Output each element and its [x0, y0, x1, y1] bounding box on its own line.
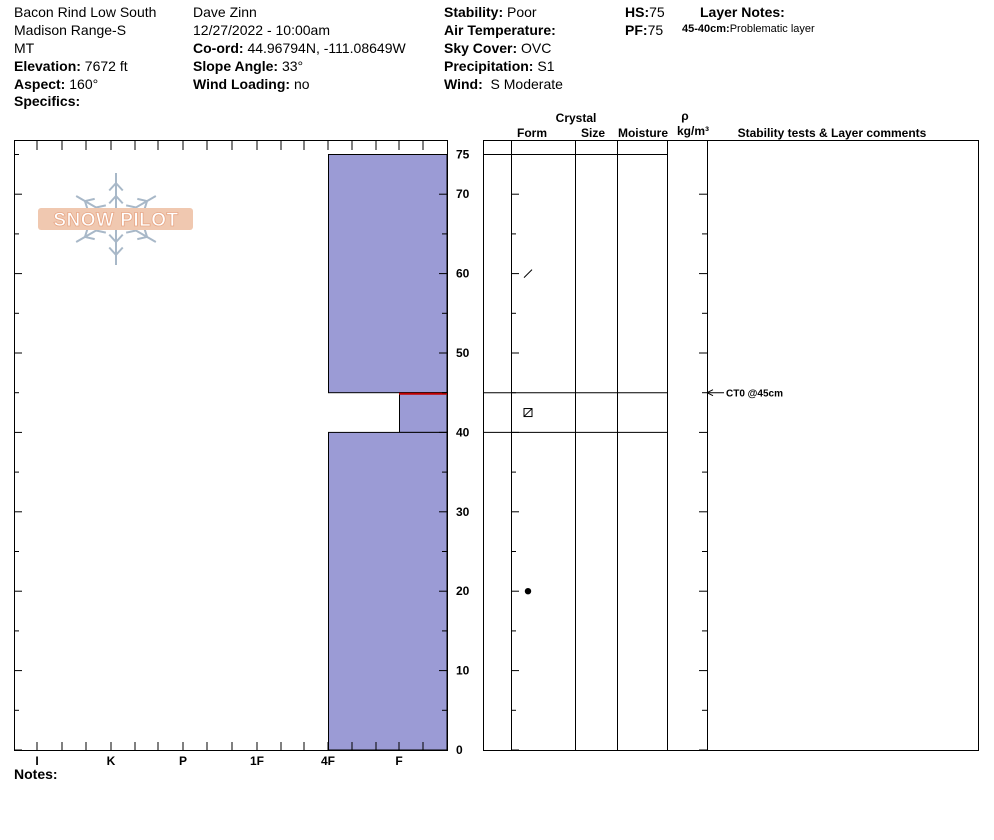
snowflake-branch: [108, 195, 117, 205]
sky-value: OVC: [521, 40, 552, 56]
layer-note-range: 45-40cm:: [682, 23, 730, 35]
layer-bar: [328, 154, 448, 394]
depth-label: 40: [456, 425, 470, 439]
hs-value: 75: [649, 4, 665, 20]
range: Madison Range-S: [14, 22, 127, 38]
hardness-label: F: [395, 754, 402, 768]
conditions-info: Stability: Poor Air Temperature: Sky Cov…: [444, 3, 563, 93]
sky-row: Sky Cover: OVC: [444, 40, 552, 56]
snowflake-branch: [95, 229, 107, 234]
pf-value: 75: [647, 22, 664, 38]
snowflake-branch: [125, 204, 137, 209]
depth-label: 20: [456, 584, 470, 598]
depth-label: 10: [456, 664, 470, 678]
snowflake-branch: [115, 246, 124, 256]
observer-info: Dave Zinn 12/27/2022 - 10:00am Co-ord: 4…: [193, 3, 406, 93]
hardness-label: K: [107, 754, 116, 768]
observation-datetime: 12/27/2022 - 10:00am: [193, 22, 330, 38]
layer-note: 45-40cm:Problematic layer: [682, 23, 815, 35]
hardness-label: P: [179, 754, 187, 768]
hardness-label: I: [35, 754, 38, 768]
layer-bar: [399, 392, 448, 433]
aspect-row: Aspect: 160°: [14, 76, 99, 92]
table-grid: [483, 140, 708, 751]
hs-row: HS:75: [625, 4, 665, 20]
layer-note-text: Problematic layer: [729, 23, 815, 35]
depth-axis-labels: 0 10 20 30 40 50 60 70 75: [456, 148, 470, 758]
stability-value: Poor: [507, 4, 537, 20]
rounded-symbol: [524, 588, 532, 595]
snowpilot-logo: SNOW PILOT: [38, 173, 193, 265]
crystal-header: Crystal: [556, 111, 597, 125]
elevation-value: 7672 ft: [84, 58, 128, 74]
state: MT: [14, 40, 35, 56]
elevation-row: Elevation: 7672 ft: [14, 58, 128, 74]
form-header: Form: [517, 126, 547, 140]
stability-tests: CT0 @45cm: [706, 389, 783, 400]
snowflake-branch: [84, 197, 95, 203]
depth-label: 30: [456, 505, 470, 519]
location: Bacon Rind Low South: [14, 4, 157, 20]
logo-band: [38, 208, 193, 230]
depth-label: 70: [456, 187, 470, 201]
precip-particle-symbol: [523, 269, 533, 278]
snowflake-branch: [108, 233, 117, 243]
specifics-label: Specifics:: [14, 93, 81, 109]
observer-name: Dave Zinn: [193, 4, 257, 20]
wind-loading-row: Wind Loading: no: [193, 76, 310, 92]
faceted-symbol-slash: [523, 408, 533, 417]
snowflake-branch: [84, 235, 95, 241]
slope-value: 33°: [281, 58, 304, 74]
coord-value: 44.96794N, -111.08649W: [247, 40, 406, 56]
precip-value: S1: [537, 58, 555, 74]
wind-loading-value: no: [293, 76, 310, 92]
grain-form-symbols: [523, 269, 533, 595]
table-frame: [483, 140, 979, 751]
snowflake-branch: [108, 246, 117, 256]
comments-header: Stability tests & Layer comments: [738, 126, 927, 140]
slope-row: Slope Angle: 33°: [193, 58, 304, 74]
pf-row: PF:75: [625, 22, 664, 38]
snowflake-branch: [115, 195, 124, 205]
density-symbol: ρ: [681, 109, 688, 123]
wind-row: Wind: S Moderate: [444, 76, 563, 92]
hardness-label: 1F: [250, 754, 264, 768]
test-arrow-head: [706, 389, 714, 397]
logo-text: SNOW PILOT: [53, 210, 178, 231]
aspect-value: 160°: [69, 76, 99, 92]
wind-value: S Moderate: [490, 76, 563, 92]
snowflake-branch: [115, 233, 124, 243]
snowflake-branch: [137, 235, 148, 241]
snowflake-branch: [108, 182, 117, 192]
depth-label: 60: [456, 267, 470, 281]
stability-row: Stability: Poor: [444, 4, 537, 20]
layer-bar: [328, 431, 448, 751]
hardness-axis-labels: I K P 1F 4F F: [35, 754, 402, 768]
layer-notes-title: Layer Notes:: [700, 4, 785, 20]
depth-info: HS:75 PF:75: [625, 3, 665, 39]
hardness-label: 4F: [321, 754, 335, 768]
size-header: Size: [581, 126, 605, 140]
snowflake-branch: [125, 229, 137, 234]
moisture-header: Moisture: [618, 126, 668, 140]
depth-label: 0: [456, 743, 463, 757]
air-temp-row: Air Temperature:: [444, 22, 556, 38]
precip-row: Precipitation: S1: [444, 58, 555, 74]
snowflake-branch: [137, 197, 148, 203]
notes-label: Notes:: [14, 766, 58, 782]
snowflake-branch: [115, 182, 124, 192]
depth-label: 75: [456, 148, 470, 162]
axis-ticks: [14, 140, 447, 751]
site-info: Bacon Rind Low South Madison Range-S MT …: [14, 3, 156, 93]
hardness-layers: [328, 154, 448, 751]
coord-row: Co-ord: 44.96794N, -111.08649W: [193, 40, 406, 56]
snowflake-branch: [95, 204, 107, 209]
faceted-symbol: [523, 408, 533, 418]
test-label: CT0 @45cm: [726, 389, 783, 400]
depth-label: 50: [456, 346, 470, 360]
density-unit: kg/m³: [677, 124, 709, 138]
